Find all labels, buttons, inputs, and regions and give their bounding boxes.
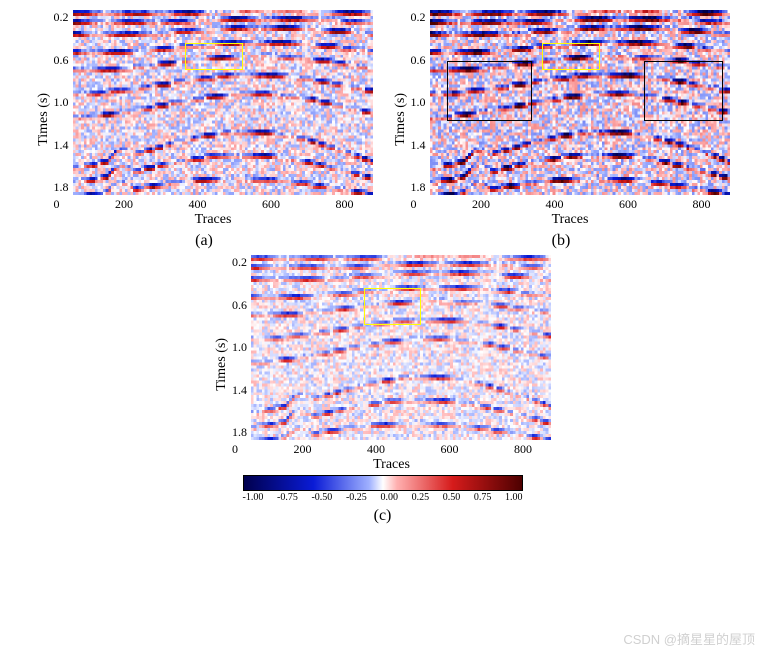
highlight-box (185, 43, 243, 70)
panel-a: Times (s) 0.20.61.01.41.8 0200400600800 … (36, 10, 373, 250)
panel-c-yticks: 0.20.61.01.41.8 (232, 255, 251, 440)
panel-a-xlabel: Traces (54, 212, 373, 228)
panel-b-yticks: 0.20.61.01.41.8 (411, 10, 430, 195)
panel-a-ylabel: Times (s) (36, 93, 52, 146)
panel-b-xticks: 0200400600800 (411, 197, 711, 212)
panel-c-plot (251, 255, 551, 440)
panel-b-plot-wrap: Times (s) 0.20.61.01.41.8 0200400600800 … (393, 10, 730, 228)
panel-c-caption: (c) (374, 507, 392, 525)
panel-a-caption: (a) (195, 232, 213, 250)
panel-b-xlabel: Traces (411, 212, 730, 228)
panel-c: Times (s) 0.20.61.01.41.8 0200400600800 … (214, 255, 551, 525)
panel-b-plot (430, 10, 730, 195)
panel-a-plot-wrap: Times (s) 0.20.61.01.41.8 0200400600800 … (36, 10, 373, 228)
panel-a-xticks: 0200400600800 (54, 197, 354, 212)
highlight-box (364, 288, 422, 325)
panel-c-xlabel: Traces (232, 457, 551, 473)
panel-a-plot (73, 10, 373, 195)
panel-c-xticks: 0200400600800 (232, 442, 532, 457)
highlight-box (447, 61, 532, 121)
panel-a-yticks: 0.20.61.01.41.8 (54, 10, 73, 195)
colorbar: -1.00-0.75-0.50-0.250.000.250.500.751.00 (243, 475, 523, 503)
panel-b-caption: (b) (552, 232, 571, 250)
panel-c-ylabel: Times (s) (214, 338, 230, 391)
highlight-box (644, 61, 722, 121)
panel-b: Times (s) 0.20.61.01.41.8 0200400600800 … (393, 10, 730, 250)
panel-c-plot-wrap: Times (s) 0.20.61.01.41.8 0200400600800 … (214, 255, 551, 473)
panel-b-ylabel: Times (s) (393, 93, 409, 146)
highlight-box (542, 43, 600, 70)
watermark: CSDN @摘星星的屋顶 (623, 629, 755, 648)
colorbar-ticks: -1.00-0.75-0.50-0.250.000.250.500.751.00 (243, 492, 523, 503)
